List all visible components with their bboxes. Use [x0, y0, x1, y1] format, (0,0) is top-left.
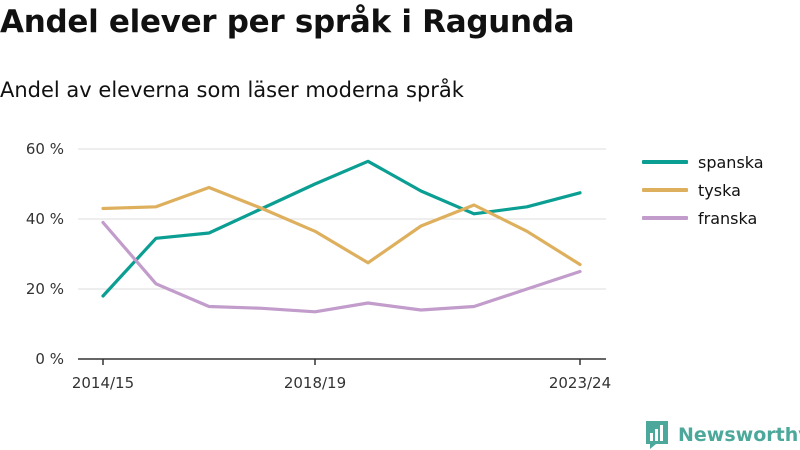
y-tick-label: 60 %	[26, 140, 64, 158]
legend-label-spanska: spanska	[698, 152, 764, 172]
y-tick-label: 20 %	[26, 280, 64, 298]
legend-label-tyska: tyska	[698, 180, 741, 200]
legend-label-franska: franska	[698, 208, 758, 228]
legend-item-spanska: spanska	[642, 148, 764, 176]
x-axis-labels: 2014/15 2018/19 2023/24	[72, 374, 611, 392]
x-axis	[78, 358, 606, 365]
x-tick-label: 2023/24	[549, 374, 611, 392]
series-lines	[101, 159, 582, 314]
legend-swatch-spanska	[642, 160, 688, 164]
bar-chart-speech-bubble-icon	[646, 421, 668, 449]
y-tick-label: 0 %	[35, 350, 64, 368]
y-tick-label: 40 %	[26, 210, 64, 228]
series-line-tyska	[101, 185, 582, 267]
legend-swatch-tyska	[642, 188, 688, 192]
chart-title: Andel elever per språk i Ragunda	[0, 4, 575, 40]
legend: spanska tyska franska	[642, 148, 764, 232]
brand-name: Newsworthy	[678, 424, 800, 446]
y-axis-labels: 0 % 20 % 40 % 60 %	[26, 140, 64, 368]
newsworthy-logo: Newsworthy	[644, 420, 800, 450]
legend-item-franska: franska	[642, 204, 764, 232]
legend-item-tyska: tyska	[642, 176, 764, 204]
legend-swatch-franska	[642, 216, 688, 220]
chart-subtitle: Andel av eleverna som läser moderna språ…	[0, 78, 464, 102]
x-tick-label: 2018/19	[284, 374, 346, 392]
grid-lines	[78, 148, 606, 290]
series-line-spanska	[101, 159, 582, 298]
series-line-franska	[101, 220, 582, 314]
x-tick-label: 2014/15	[72, 374, 134, 392]
